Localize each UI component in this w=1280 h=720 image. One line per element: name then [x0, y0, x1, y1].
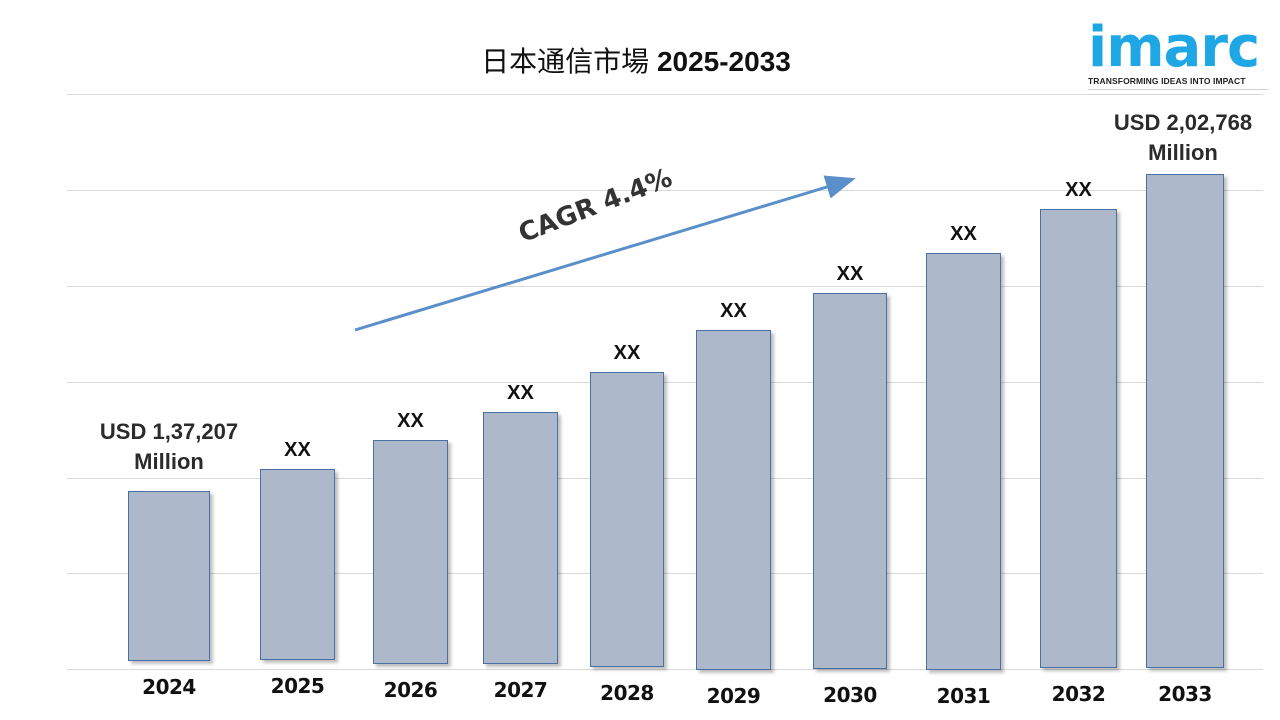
- bar-2024: [128, 491, 210, 661]
- start-value-unit: Million: [134, 449, 204, 474]
- gridline: [67, 190, 1263, 191]
- x-axis-label: 2025: [270, 674, 325, 698]
- start-value-amount: USD 1,37,207: [99, 419, 239, 444]
- bar-2032: [1040, 209, 1117, 668]
- bar-value-label: XX: [613, 342, 641, 364]
- end-value-unit: Million: [1148, 140, 1218, 165]
- bar-value-label: XX: [284, 439, 311, 461]
- bar-2029: [696, 330, 771, 670]
- chart-title-years: 2025-2033: [656, 46, 791, 77]
- x-axis-label: 2033: [1158, 682, 1212, 706]
- gridline: [67, 94, 1263, 95]
- start-value-label: USD 1,37,207 Million: [69, 417, 269, 477]
- logo-divider: [1088, 89, 1268, 90]
- x-axis-label: 2024: [142, 675, 196, 699]
- gridline: [67, 382, 1263, 383]
- x-axis-label: 2030: [823, 683, 877, 707]
- end-value-amount: USD 2,02,768: [1113, 110, 1253, 135]
- x-axis-label: 2031: [936, 684, 991, 708]
- imarc-logo: imarc TRANSFORMING IDEAS INTO IMPACT: [1088, 15, 1268, 90]
- bar-value-label: XX: [1065, 179, 1092, 201]
- x-axis-label: 2032: [1051, 682, 1106, 706]
- chart-title-japanese: 日本通信市場: [481, 45, 650, 78]
- bar-value-label: XX: [720, 300, 747, 322]
- bar-2025: [260, 469, 335, 660]
- bar-2026: [373, 440, 448, 664]
- chart-title: 日本通信市場 2025-2033: [0, 42, 1272, 82]
- bar-2030: [813, 293, 887, 669]
- gridline: [67, 573, 1263, 574]
- bar-2028: [590, 372, 664, 667]
- bar-value-label: XX: [507, 382, 534, 404]
- bar-2027: [483, 412, 558, 664]
- x-axis-label: 2026: [383, 678, 438, 702]
- bar-2031: [926, 253, 1001, 670]
- bar-value-label: XX: [397, 410, 424, 432]
- x-axis-label: 2029: [706, 684, 761, 708]
- x-axis-label: 2028: [600, 681, 654, 705]
- logo-wordmark: imarc: [1088, 15, 1260, 80]
- end-value-label: USD 2,02,768 Million: [1083, 108, 1280, 168]
- gridline: [67, 478, 1263, 479]
- bar-2033: [1146, 174, 1224, 668]
- x-axis-label: 2027: [493, 678, 548, 702]
- bar-value-label: XX: [950, 223, 977, 245]
- gridline: [67, 286, 1263, 287]
- logo-tagline: TRANSFORMING IDEAS INTO IMPACT: [1088, 76, 1246, 86]
- bar-value-label: XX: [836, 263, 864, 285]
- gridline: [67, 669, 1263, 670]
